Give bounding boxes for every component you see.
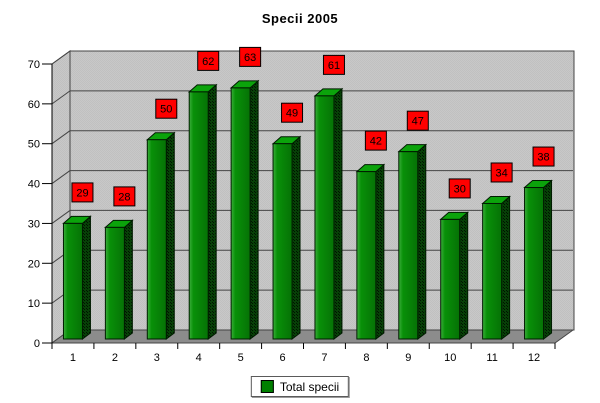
y-axis-label-20: 20 — [28, 258, 40, 270]
gridline-side-50 — [51, 130, 71, 145]
bar-side-month-5[interactable] — [249, 79, 259, 340]
x-axis-label-7: 7 — [321, 352, 327, 364]
bar-month-6[interactable] — [272, 143, 293, 340]
bar-month-2[interactable] — [104, 226, 125, 340]
data-label-value-month-4: 62 — [202, 56, 214, 68]
gridline-side-70 — [51, 50, 71, 65]
x-axis-label-6: 6 — [279, 352, 285, 364]
y-axis-label-10: 10 — [28, 298, 40, 310]
data-label-box-month-9[interactable] — [406, 110, 429, 131]
legend[interactable]: Total specii — [250, 376, 350, 397]
legend-swatch-icon — [260, 380, 274, 393]
legend-label: Total specii — [279, 379, 340, 394]
data-label-value-month-5: 63 — [244, 52, 256, 64]
data-label-value-month-12: 38 — [537, 152, 549, 164]
bar-side-month-4[interactable] — [207, 83, 217, 340]
data-label-value-month-6: 49 — [286, 108, 298, 120]
bar-month-4[interactable] — [188, 91, 209, 340]
x-axis-label-8: 8 — [363, 352, 369, 364]
data-label-box-month-2[interactable] — [113, 186, 136, 207]
x-axis-label-4: 4 — [196, 352, 202, 364]
bar-side-month-6[interactable] — [291, 135, 301, 340]
data-label-value-month-11: 34 — [496, 167, 508, 179]
bar-side-month-11[interactable] — [501, 195, 511, 340]
bar-side-month-12[interactable] — [543, 179, 553, 340]
y-axis-label-30: 30 — [28, 218, 40, 230]
data-label-box-month-1[interactable] — [71, 182, 94, 203]
data-label-value-month-3: 50 — [160, 104, 172, 116]
data-label-value-month-10: 30 — [454, 183, 466, 195]
bar-side-month-1[interactable] — [81, 215, 91, 340]
data-label-box-month-3[interactable] — [155, 98, 178, 119]
bar-month-3[interactable] — [146, 139, 167, 340]
x-axis-label-5: 5 — [238, 352, 244, 364]
data-label-value-month-9: 47 — [412, 116, 424, 128]
data-label-box-month-10[interactable] — [448, 178, 471, 199]
x-axis-label-1: 1 — [70, 352, 76, 364]
bar-month-1[interactable] — [62, 222, 83, 340]
x-axis-label-12: 12 — [528, 352, 540, 364]
chart-title: Specii 2005 — [261, 11, 339, 26]
bar-month-10[interactable] — [440, 218, 461, 340]
data-label-box-month-8[interactable] — [364, 130, 387, 151]
data-label-box-month-4[interactable] — [197, 50, 220, 71]
y-axis-label-40: 40 — [28, 179, 40, 191]
y-axis-label-70: 70 — [28, 59, 40, 71]
x-axis-label-9: 9 — [405, 352, 411, 364]
bar-side-month-10[interactable] — [459, 211, 469, 340]
data-label-value-month-8: 42 — [370, 136, 382, 148]
data-label-box-month-6[interactable] — [281, 102, 304, 123]
data-label-box-month-12[interactable] — [532, 146, 555, 167]
gridline-side-30 — [51, 210, 71, 224]
bar-side-month-3[interactable] — [165, 131, 175, 340]
bar-side-month-8[interactable] — [375, 163, 385, 340]
bar-month-11[interactable] — [482, 202, 503, 340]
bar-month-12[interactable] — [524, 187, 545, 340]
data-label-value-month-2: 28 — [118, 191, 130, 203]
x-axis-label-11: 11 — [486, 352, 497, 364]
bar-side-month-9[interactable] — [417, 143, 427, 340]
gridline-side-60 — [51, 90, 71, 105]
y-axis-label-50: 50 — [28, 139, 40, 151]
x-axis-label-10: 10 — [444, 352, 456, 364]
x-axis-label-2: 2 — [112, 352, 118, 364]
data-label-value-month-7: 61 — [328, 60, 340, 72]
x-axis-label-3: 3 — [154, 352, 160, 364]
gridline-side-40 — [51, 170, 71, 184]
y-axis-label-0: 0 — [34, 338, 40, 350]
data-label-box-month-11[interactable] — [490, 162, 513, 183]
y-axis-label-60: 60 — [28, 99, 40, 111]
bar-month-9[interactable] — [398, 151, 419, 340]
bar-side-month-2[interactable] — [123, 219, 133, 340]
data-label-value-month-1: 29 — [76, 187, 88, 199]
data-label-box-month-7[interactable] — [322, 54, 345, 75]
data-label-box-month-5[interactable] — [239, 46, 262, 67]
bar-month-8[interactable] — [356, 171, 377, 340]
bar-month-5[interactable] — [230, 87, 251, 340]
bar-month-7[interactable] — [314, 95, 335, 340]
bar-side-month-7[interactable] — [333, 87, 343, 340]
